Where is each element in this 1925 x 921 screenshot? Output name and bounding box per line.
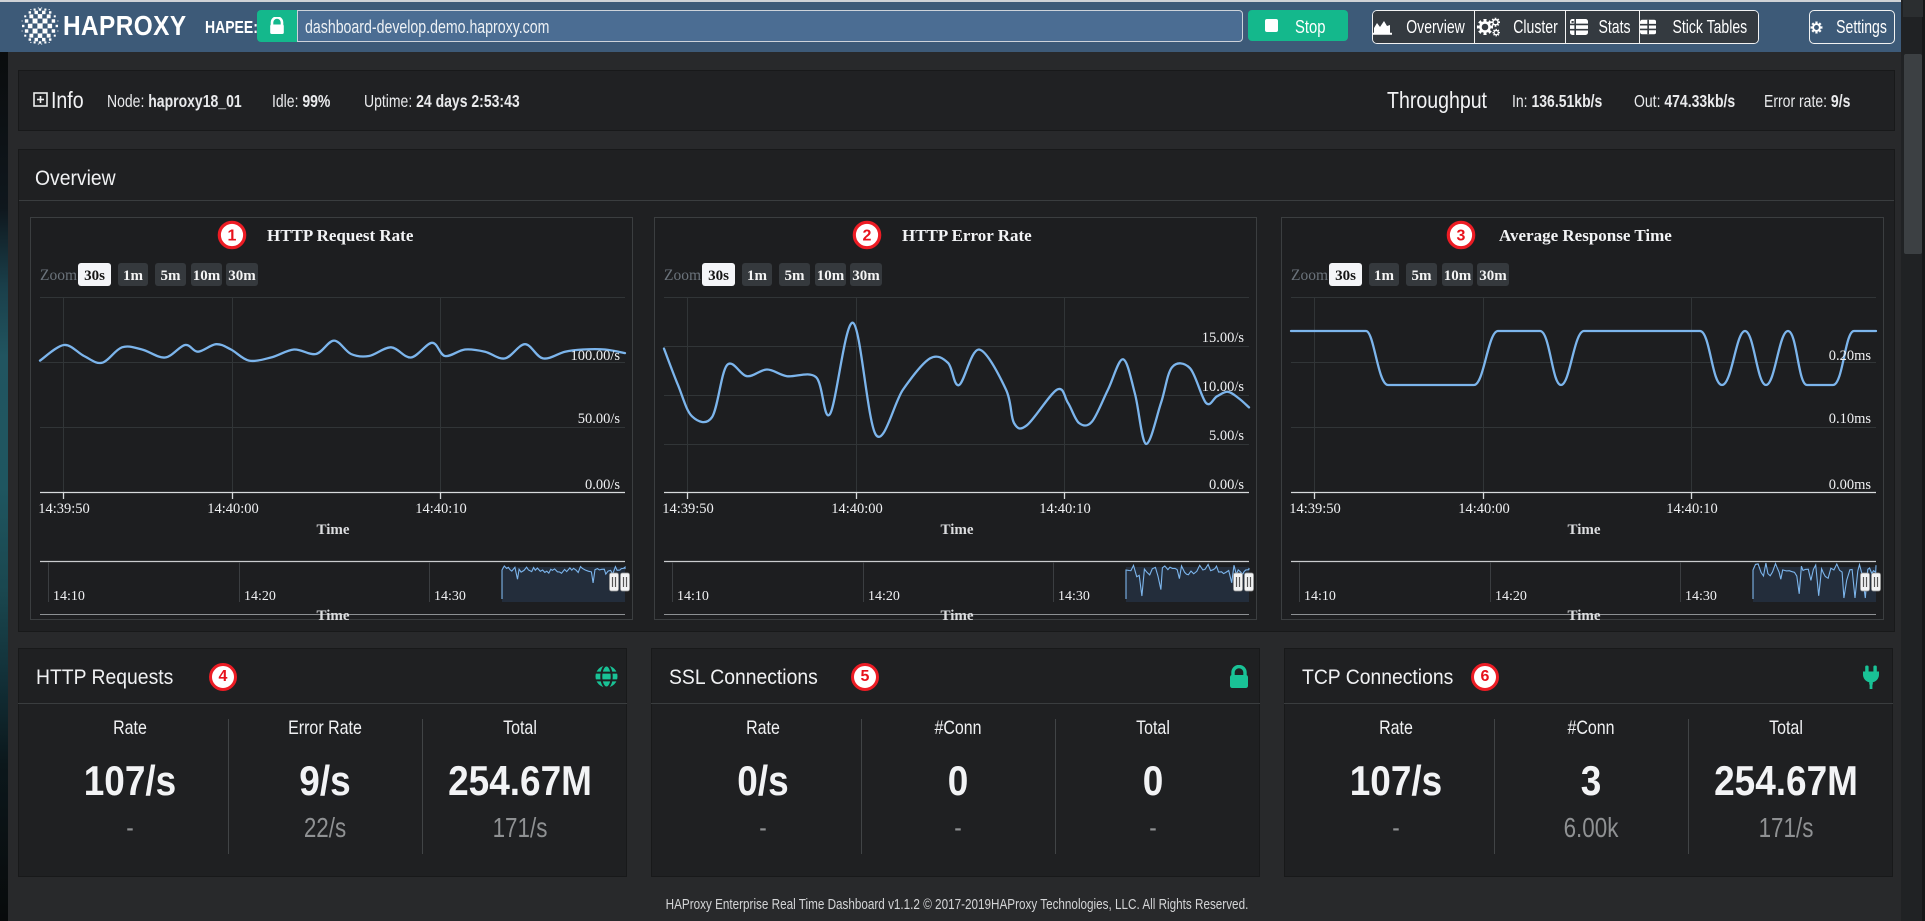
- svg-text:1m: 1m: [1374, 268, 1395, 284]
- svg-text:14:40:00: 14:40:00: [207, 501, 259, 517]
- svg-text:14:39:50: 14:39:50: [662, 501, 714, 517]
- svg-text:1m: 1m: [123, 268, 144, 284]
- svg-text:2: 2: [863, 228, 872, 245]
- svg-text:3: 3: [1457, 228, 1466, 245]
- svg-text:0.20ms: 0.20ms: [1829, 348, 1872, 364]
- svg-text:14:10: 14:10: [1304, 589, 1336, 604]
- svg-text:30s: 30s: [84, 268, 105, 284]
- svg-text:14:40:10: 14:40:10: [1039, 501, 1091, 517]
- svg-text:5m: 5m: [1412, 268, 1433, 284]
- svg-text:14:30: 14:30: [434, 589, 466, 604]
- svg-text:15.00/s: 15.00/s: [1202, 330, 1245, 346]
- svg-text:0.00/s: 0.00/s: [1209, 477, 1244, 493]
- svg-text:Zoom: Zoom: [664, 267, 701, 284]
- svg-text:Time: Time: [1567, 522, 1600, 538]
- svg-text:14:10: 14:10: [677, 589, 709, 604]
- svg-text:14:20: 14:20: [1495, 589, 1527, 604]
- svg-text:30m: 30m: [1479, 268, 1507, 284]
- svg-text:14:30: 14:30: [1058, 589, 1090, 604]
- svg-text:10.00/s: 10.00/s: [1202, 379, 1245, 395]
- svg-text:5m: 5m: [785, 268, 806, 284]
- svg-text:Time: Time: [940, 522, 973, 538]
- svg-text:30s: 30s: [708, 268, 729, 284]
- svg-text:14:40:00: 14:40:00: [831, 501, 883, 517]
- svg-text:Zoom: Zoom: [40, 267, 77, 284]
- svg-text:14:20: 14:20: [868, 589, 900, 604]
- svg-text:Time: Time: [1567, 608, 1600, 621]
- svg-text:14:40:10: 14:40:10: [415, 501, 467, 517]
- svg-text:10m: 10m: [1444, 268, 1472, 284]
- svg-text:14:39:50: 14:39:50: [1289, 501, 1341, 517]
- svg-text:14:20: 14:20: [244, 589, 276, 604]
- svg-text:100.00/s: 100.00/s: [570, 348, 620, 364]
- svg-text:30s: 30s: [1335, 268, 1356, 284]
- svg-text:Average Response Time: Average Response Time: [1499, 226, 1672, 245]
- svg-text:0.10ms: 0.10ms: [1829, 411, 1872, 427]
- svg-text:1m: 1m: [747, 268, 768, 284]
- svg-text:Time: Time: [316, 608, 349, 621]
- svg-text:0.00/s: 0.00/s: [585, 477, 620, 493]
- svg-text:5.00/s: 5.00/s: [1209, 428, 1244, 444]
- svg-text:50.00/s: 50.00/s: [578, 411, 621, 427]
- svg-text:14:30: 14:30: [1685, 589, 1717, 604]
- svg-text:30m: 30m: [852, 268, 880, 284]
- svg-text:1: 1: [228, 228, 237, 245]
- svg-text:5m: 5m: [161, 268, 182, 284]
- svg-text:14:39:50: 14:39:50: [38, 501, 90, 517]
- svg-text:14:40:10: 14:40:10: [1666, 501, 1718, 517]
- svg-text:10m: 10m: [817, 268, 845, 284]
- svg-text:Time: Time: [940, 608, 973, 621]
- svg-text:30m: 30m: [228, 268, 256, 284]
- svg-text:Time: Time: [316, 522, 349, 538]
- svg-text:14:10: 14:10: [53, 589, 85, 604]
- svg-text:HTTP Request Rate: HTTP Request Rate: [267, 226, 414, 245]
- svg-text:14:40:00: 14:40:00: [1458, 501, 1510, 517]
- svg-text:0.00ms: 0.00ms: [1829, 477, 1872, 493]
- svg-text:10m: 10m: [193, 268, 221, 284]
- svg-text:Zoom: Zoom: [1291, 267, 1328, 284]
- svg-text:HTTP Error Rate: HTTP Error Rate: [902, 226, 1032, 245]
